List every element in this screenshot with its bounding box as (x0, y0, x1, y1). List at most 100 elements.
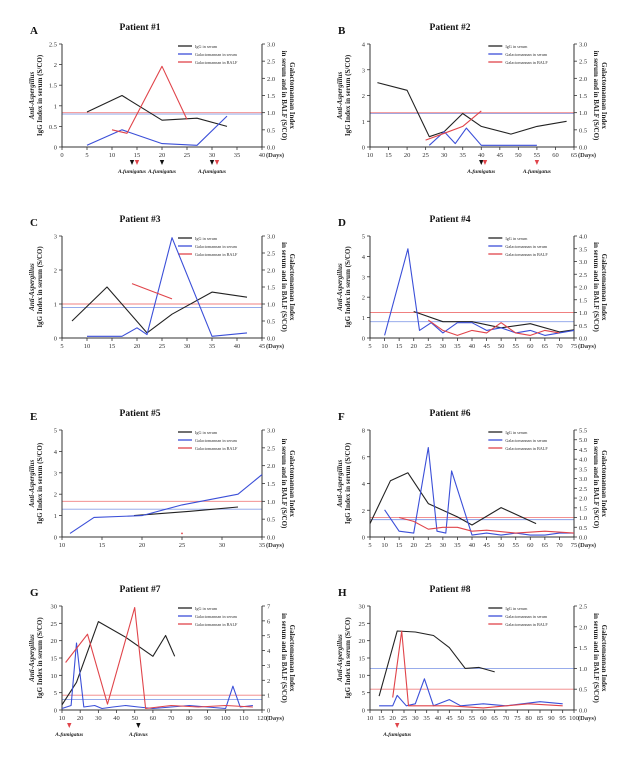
y-right-tick-label: 3.5 (579, 466, 587, 473)
panel-letter: B (338, 25, 346, 37)
y-right-tick-label: 1.0 (579, 515, 587, 522)
series-gm-balf (65, 606, 253, 710)
legend-label: Galactomannan in BALF (195, 252, 238, 257)
series-gm-balf-point (181, 532, 183, 535)
series-gm-serum (384, 248, 575, 336)
x-tick-label: 20 (139, 542, 146, 549)
x-tick-label: 40 (113, 715, 120, 722)
annotation-arrow (159, 160, 165, 165)
x-tick-label: 25 (159, 343, 166, 350)
legend-label: Galactomannan in BALF (505, 60, 548, 65)
y-left-tick-label: 1 (362, 315, 365, 322)
y-right-label-line1: Galactomannan Index (288, 450, 296, 517)
y-right-tick-label: 2.5 (267, 251, 275, 258)
x-unit-label: (Days) (266, 343, 284, 350)
y-left-tick-label: 3 (362, 274, 365, 281)
x-tick-label: 35 (454, 343, 461, 350)
annotation-arrow (214, 160, 220, 165)
legend-label: IgG in serum (505, 606, 528, 611)
y-left-tick-label: 2 (362, 508, 365, 515)
x-tick-label: 35 (209, 343, 216, 350)
x-tick-label: 70 (556, 542, 563, 549)
y-right-tick-label: 2.5 (579, 59, 587, 66)
y-right-tick-label: 1.5 (267, 285, 275, 292)
panel-c: C Patient #3 0 1 2 3 0.0 0.5 1.0 1.5 2.0 2.5 3.0 5 10 1… (28, 215, 296, 350)
x-tick-label: 55 (512, 343, 519, 350)
y-left-tick-label: 15 (51, 656, 58, 663)
y-right-tick-label: 0.0 (579, 535, 587, 542)
x-tick-label: 10 (59, 542, 66, 549)
annotation-arrow (534, 160, 540, 165)
y-right-tick-label: 2.0 (579, 496, 587, 503)
y-right-label-line1: Galactomannan Index (600, 254, 608, 321)
annotation-label: A.fumigatus (147, 169, 176, 175)
chart-title: Patient #6 (430, 409, 471, 419)
x-tick-label: 20 (134, 343, 141, 350)
y-right-tick-label: 0.5 (579, 687, 587, 694)
x-tick-label: 30 (440, 542, 447, 549)
y-left-label-line1: Anti-Aspergillus (336, 634, 344, 683)
y-left-tick-label: 0 (54, 708, 57, 715)
panel-letter: D (338, 217, 346, 229)
panel-letter: H (338, 587, 347, 599)
x-tick-label: 15 (134, 152, 141, 159)
x-tick-label: 55 (469, 715, 476, 722)
x-tick-label: 70 (556, 343, 563, 350)
series-gm-balf (427, 319, 560, 336)
x-tick-label: 10 (84, 343, 91, 350)
x-tick-label: 40 (234, 343, 241, 350)
x-tick-label: 45 (483, 343, 490, 350)
y-right-label-line2: in serum and in BALF (S/CO) (280, 242, 288, 332)
chart-title: Patient #3 (120, 215, 161, 225)
y-right-tick-label: 5.5 (579, 428, 587, 435)
x-tick-label: 60 (552, 152, 559, 159)
y-right-tick-label: 0.5 (579, 525, 587, 532)
x-tick-label: 45 (497, 152, 504, 159)
series-gm-balf (392, 630, 563, 709)
y-left-tick-label: 0 (54, 535, 57, 542)
y-left-tick-label: 8 (362, 428, 365, 435)
x-unit-label: (Days) (578, 542, 596, 549)
annotation-arrow (482, 160, 488, 165)
x-tick-label: 75 (571, 343, 578, 350)
y-right-tick-label: 0.5 (579, 127, 587, 134)
y-left-tick-label: 2 (54, 492, 57, 499)
series-gm-balf (425, 110, 482, 141)
y-right-tick-label: 1.0 (267, 499, 275, 506)
legend-label: Galactomannan in serum (195, 438, 238, 443)
x-tick-label: 70 (503, 715, 510, 722)
legend-label: Galactomannan in BALF (505, 622, 548, 627)
series-gm-balf (131, 283, 173, 300)
y-left-label: Anti-Aspergillus IgG Index in serum (S/CO… (336, 442, 352, 524)
series-gm-serum (428, 127, 537, 146)
y-left-label-line1: Anti-Aspergillus (28, 72, 36, 121)
y-right-tick-label: 0.0 (267, 535, 275, 542)
y-left-label: Anti-Aspergillus IgG Index in serum (S/CO… (336, 246, 352, 328)
y-left-label-line2: IgG Index in serum (S/CO) (36, 54, 44, 136)
x-tick-label: 50 (498, 343, 505, 350)
y-right-label-line1: Galactomannan Index (600, 62, 608, 129)
y-right-tick-label: 1.0 (579, 310, 587, 317)
x-tick-label: 10 (109, 152, 116, 159)
y-left-tick-label: 30 (51, 604, 58, 611)
series-gm-serum (61, 642, 253, 710)
y-left-label: Anti-Aspergillus IgG Index in serum (S/CO… (28, 54, 44, 136)
panel-letter: E (30, 411, 37, 423)
y-left-label-line2: IgG Index in serum (S/CO) (344, 617, 352, 699)
chart-title: Patient #8 (430, 585, 471, 595)
y-right-tick-label: 1.0 (579, 666, 587, 673)
x-tick-label: 50 (515, 152, 522, 159)
y-left-tick-label: 3 (362, 67, 365, 74)
legend-label: IgG in serum (505, 44, 528, 49)
y-right-tick-label: 3.5 (579, 246, 587, 253)
x-tick-label: 35 (234, 152, 241, 159)
legend-label: Galactomannan in BALF (195, 446, 238, 451)
x-tick-label: 20 (77, 715, 84, 722)
y-left-tick-label: 0 (362, 145, 365, 152)
y-left-tick-label: 1 (54, 513, 57, 520)
series-gm-balf (398, 516, 575, 534)
x-tick-label: 60 (527, 542, 534, 549)
